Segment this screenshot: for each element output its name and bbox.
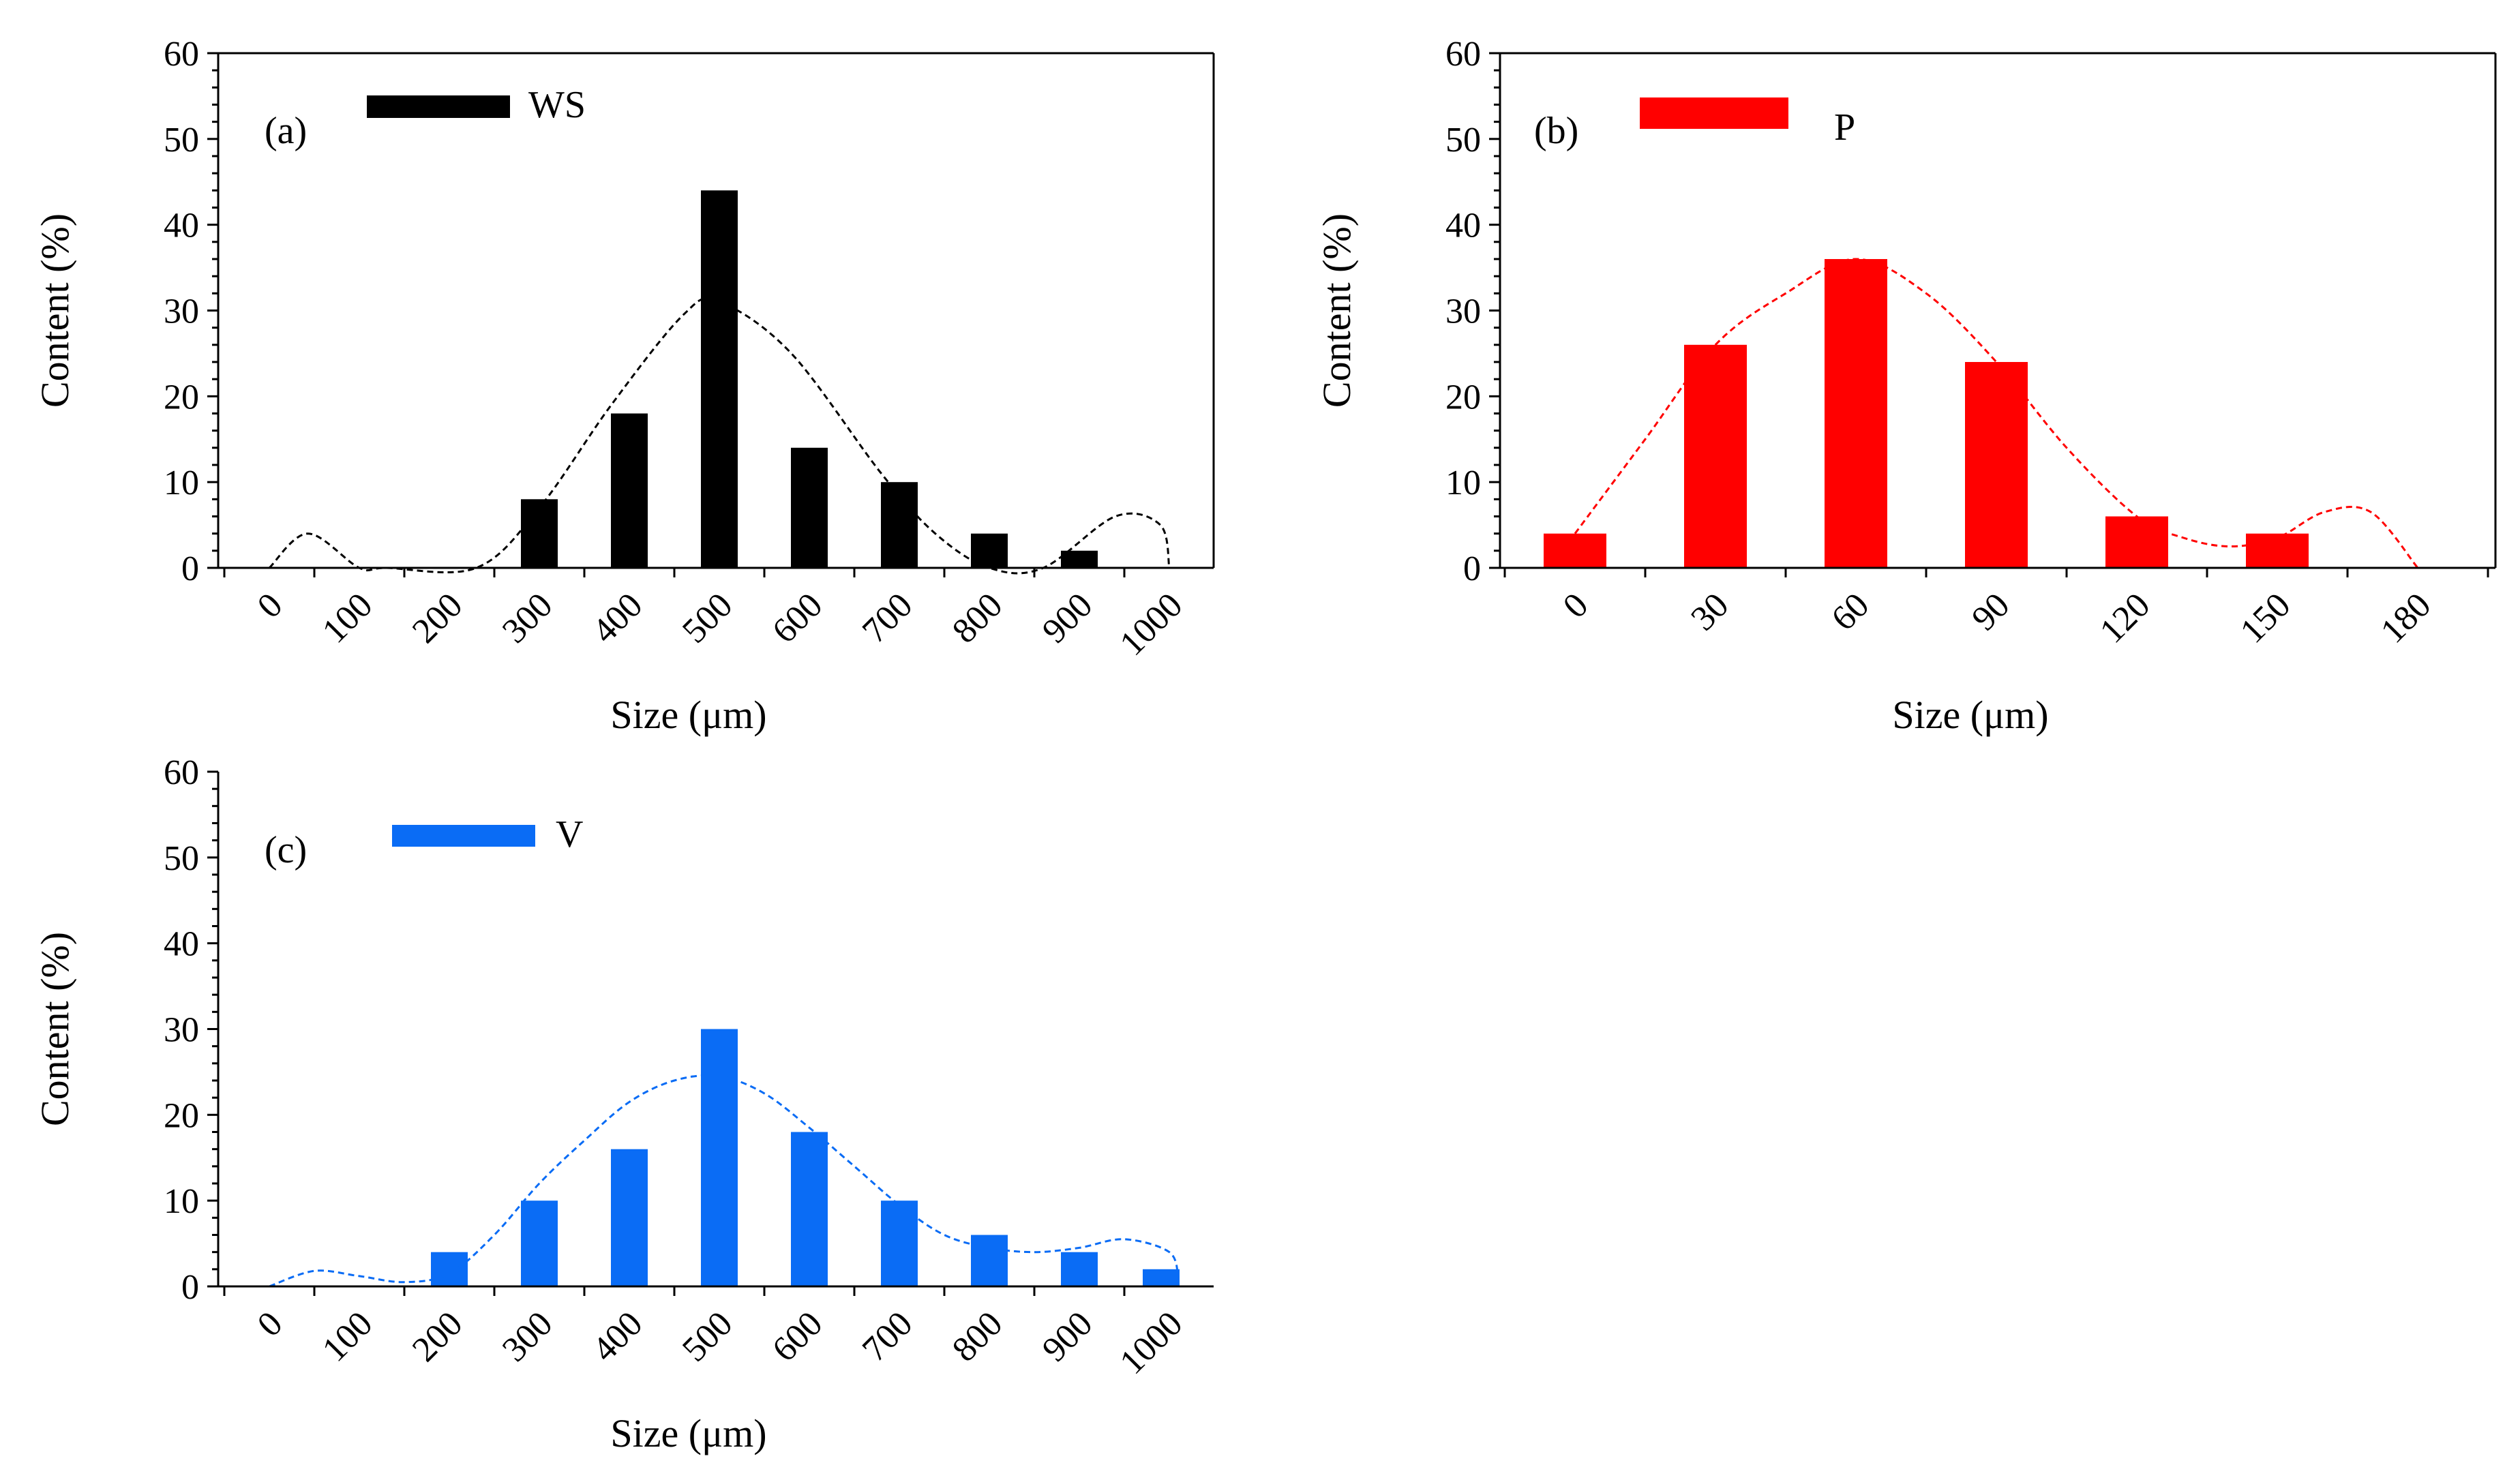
x-tick-label: 500 bbox=[675, 1304, 740, 1369]
bar-30 bbox=[1684, 344, 1747, 568]
x-axis-title: Size (μm) bbox=[1892, 693, 2048, 737]
x-tick-label: 300 bbox=[495, 586, 560, 650]
bar-600 bbox=[791, 1132, 828, 1286]
x-tick-label: 900 bbox=[1035, 1304, 1100, 1369]
x-tick-label: 120 bbox=[2092, 586, 2157, 650]
x-tick-label: 600 bbox=[765, 1304, 830, 1369]
fit-curve bbox=[269, 1074, 1180, 1288]
bar-0 bbox=[1544, 533, 1606, 568]
chart-panel-b: 0 10 20 30 40 50 60 0 30 60 90 120 150 180 Size (μm) Co… bbox=[1315, 35, 2497, 737]
y-tick-label: 0 bbox=[181, 549, 199, 588]
legend-swatch bbox=[367, 95, 510, 118]
x-tick-label: 400 bbox=[585, 1304, 650, 1369]
x-tick-label: 1000 bbox=[1113, 586, 1190, 663]
x-tick-label: 700 bbox=[855, 586, 920, 650]
legend-label: P bbox=[1834, 106, 1855, 149]
bar-120 bbox=[2105, 516, 2168, 568]
bar-900 bbox=[1061, 550, 1098, 568]
y-axis-title: Content (%) bbox=[33, 932, 77, 1126]
bar-150 bbox=[2246, 533, 2309, 568]
x-tick-label: 500 bbox=[675, 586, 740, 650]
y-tick-label: 30 bbox=[164, 1011, 199, 1050]
bar-300 bbox=[521, 499, 558, 568]
bar-900 bbox=[1061, 1252, 1098, 1286]
x-tick-label: 150 bbox=[2233, 586, 2298, 650]
y-tick-label: 10 bbox=[1445, 464, 1481, 502]
bar-400 bbox=[611, 413, 648, 568]
x-tick-label: 200 bbox=[405, 1304, 470, 1369]
x-tick-label: 700 bbox=[855, 1304, 920, 1369]
x-axis-title: Size (μm) bbox=[610, 1411, 766, 1455]
fit-curve bbox=[1574, 258, 2419, 569]
x-tick-label: 300 bbox=[495, 1304, 560, 1369]
bar-1000 bbox=[1143, 1269, 1180, 1286]
bar-500 bbox=[701, 190, 738, 568]
y-tick-label: 10 bbox=[164, 1182, 199, 1221]
y-tick-label: 60 bbox=[164, 753, 199, 792]
y-tick-label: 50 bbox=[164, 121, 199, 160]
y-axis-title: Content (%) bbox=[33, 213, 77, 408]
panel-label: (c) bbox=[265, 829, 307, 871]
bar-500 bbox=[701, 1029, 738, 1286]
x-tick-label: 30 bbox=[1683, 586, 1736, 638]
legend-swatch bbox=[392, 825, 535, 847]
bar-200 bbox=[431, 1252, 468, 1286]
y-tick-label: 0 bbox=[181, 1268, 199, 1307]
x-tick-label: 1000 bbox=[1113, 1304, 1190, 1382]
x-tick-label: 800 bbox=[945, 1304, 1010, 1369]
bar-60 bbox=[1825, 259, 1887, 568]
y-tick-label: 40 bbox=[164, 925, 199, 964]
x-tick-label: 100 bbox=[315, 1304, 380, 1369]
y-tick-label: 10 bbox=[164, 464, 199, 502]
y-tick-label: 30 bbox=[1445, 292, 1481, 331]
legend-label: WS bbox=[528, 84, 586, 126]
x-tick-label: 100 bbox=[315, 586, 380, 650]
legend-label: V bbox=[556, 813, 583, 856]
y-axis-title: Content (%) bbox=[1315, 213, 1359, 408]
y-tick-label: 50 bbox=[164, 839, 199, 878]
bar-800 bbox=[971, 1235, 1008, 1286]
x-tick-label: 0 bbox=[1556, 586, 1596, 626]
x-tick-label: 0 bbox=[250, 1304, 290, 1344]
x-tick-label: 600 bbox=[765, 586, 830, 650]
panel-label: (a) bbox=[265, 110, 307, 152]
y-tick-label: 20 bbox=[164, 378, 199, 417]
y-tick-label: 50 bbox=[1445, 121, 1481, 160]
y-tick-label: 60 bbox=[1445, 35, 1481, 74]
x-tick-label: 0 bbox=[250, 586, 290, 626]
x-tick-label: 60 bbox=[1824, 586, 1876, 638]
panel-label: (b) bbox=[1534, 110, 1578, 152]
bar-300 bbox=[521, 1200, 558, 1286]
y-tick-label: 40 bbox=[164, 207, 199, 245]
y-tick-label: 20 bbox=[164, 1096, 199, 1135]
x-tick-label: 800 bbox=[945, 586, 1010, 650]
x-tick-label: 180 bbox=[2373, 586, 2438, 650]
legend-swatch bbox=[1640, 97, 1788, 129]
bar-400 bbox=[611, 1149, 648, 1286]
y-tick-label: 20 bbox=[1445, 378, 1481, 417]
y-tick-label: 30 bbox=[164, 292, 199, 331]
y-tick-label: 0 bbox=[1463, 549, 1481, 588]
x-tick-label: 200 bbox=[405, 586, 470, 650]
x-axis-title: Size (μm) bbox=[610, 693, 766, 737]
x-tick-label: 400 bbox=[585, 586, 650, 650]
x-tick-label: 900 bbox=[1035, 586, 1100, 650]
y-tick-label: 60 bbox=[164, 35, 199, 74]
bar-600 bbox=[791, 447, 828, 568]
y-tick-label: 40 bbox=[1445, 207, 1481, 245]
x-tick-label: 90 bbox=[1964, 586, 2017, 638]
bar-90 bbox=[1965, 362, 2028, 568]
